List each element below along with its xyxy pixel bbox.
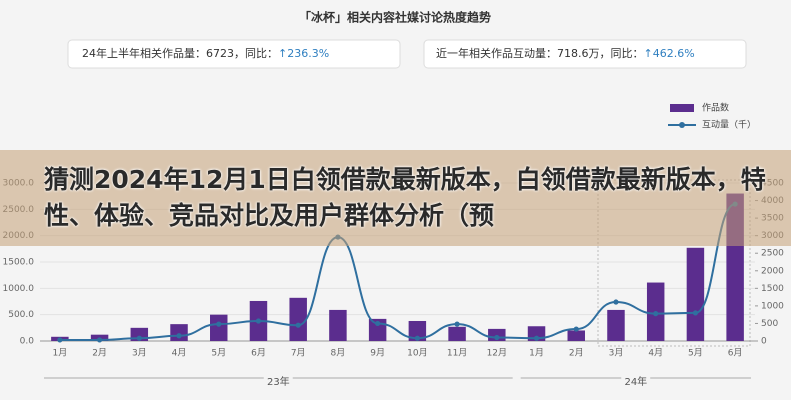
x-tick-label: 6月: [251, 348, 266, 359]
x-tick-label: 7月: [291, 348, 306, 359]
line-point: [96, 337, 103, 343]
x-tick-label: 10月: [407, 348, 427, 359]
line-point: [295, 322, 301, 328]
x-tick-label: 5月: [211, 348, 226, 359]
y2-tick-label: 2000: [761, 266, 784, 276]
banner-text: 猜测2024年12月1日白领借款最新版本，白领借款最新版本，特性、体验、竞品对比…: [44, 165, 766, 230]
bar: [686, 247, 705, 341]
bar: [567, 330, 585, 341]
group-label: 24年: [624, 375, 647, 388]
line-point: [216, 321, 222, 327]
y2-tick-label: 0: [761, 337, 767, 347]
stat-value: ↑462.6%: [644, 47, 695, 60]
legend-swatch: [670, 104, 694, 112]
y-tick-label: 1500.0: [3, 258, 35, 268]
line-point: [494, 334, 500, 341]
line-point: [533, 335, 540, 341]
bar: [170, 324, 188, 341]
x-tick-label: 3月: [609, 348, 624, 359]
stat-label: 近一年相关作品互动量：718.6万，同比：: [436, 46, 644, 60]
stat-value: ↑236.3%: [278, 47, 329, 60]
stat-label: 24年上半年相关作品量：6723，同比：: [82, 46, 278, 60]
x-tick-label: 2月: [92, 348, 107, 359]
banner: 猜测2024年12月1日白领借款最新版本，白领借款最新版本，特性、体验、竞品对比…: [0, 150, 791, 246]
x-tick-label: 6月: [728, 348, 743, 359]
x-tick-label: 2月: [569, 348, 584, 359]
line-point: [653, 311, 659, 317]
y2-tick-label: 1000: [761, 301, 784, 311]
y-tick-label: 0.0: [20, 337, 35, 347]
line-point: [613, 299, 619, 305]
y2-tick-label: 2500: [761, 249, 784, 259]
line-point: [414, 335, 420, 341]
x-tick-label: 12月: [487, 348, 507, 359]
bar: [448, 326, 466, 341]
stat-box: [423, 39, 747, 69]
bar: [329, 309, 347, 341]
x-tick-label: 3月: [132, 348, 147, 359]
bar: [289, 297, 307, 341]
x-tick-label: 1月: [529, 348, 544, 359]
line-point: [692, 310, 699, 316]
x-tick-label: 9月: [370, 348, 385, 359]
x-tick-label: 1月: [52, 348, 67, 359]
line-point: [573, 326, 579, 332]
legend-label: 互动量（千）: [702, 120, 756, 131]
x-tick-label: 11月: [447, 348, 467, 359]
line-point: [57, 337, 63, 343]
y-tick-label: 500.0: [8, 310, 34, 320]
line-point: [176, 333, 182, 339]
bar: [210, 314, 228, 341]
legend-label: 作品数: [702, 102, 729, 114]
legend-swatch: [679, 122, 685, 128]
bar: [607, 309, 625, 341]
x-tick-label: 5月: [688, 348, 703, 359]
x-tick-label: 4月: [172, 348, 187, 359]
line-point: [454, 321, 460, 327]
line-point: [136, 335, 142, 341]
stat-box: [67, 39, 401, 69]
y2-tick-label: 500: [761, 319, 778, 329]
line-point: [375, 320, 381, 327]
y-tick-label: 1000.0: [3, 284, 35, 294]
stat-label: 24年上半年相关作品量：6723，同比：↑236.3%: [82, 46, 329, 60]
y2-tick-label: 1500: [761, 284, 784, 294]
x-tick-label: 8月: [331, 348, 346, 359]
stat-label: 近一年相关作品互动量：718.6万，同比：↑462.6%: [436, 46, 695, 60]
group-label: 23年: [267, 375, 290, 388]
x-tick-label: 4月: [648, 348, 663, 359]
line-point: [255, 318, 262, 324]
bar: [408, 320, 427, 341]
chart-title: 「冰杯」相关内容社媒讨论热度趋势: [299, 10, 491, 25]
